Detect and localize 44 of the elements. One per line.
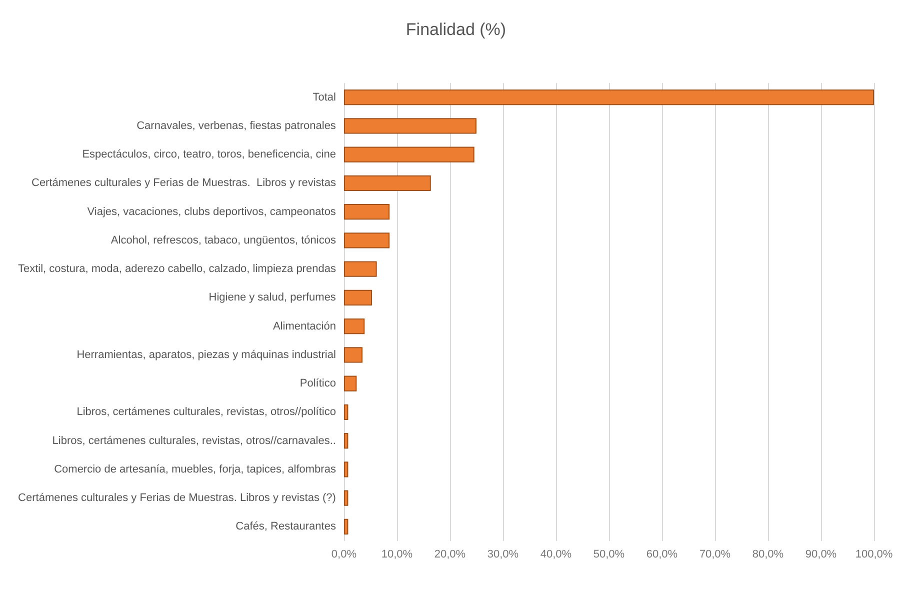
bar: [344, 518, 348, 535]
y-tick-label: Alcohol, refrescos, tabaco, ungüentos, tónicos: [110, 234, 336, 246]
y-tick-label: Cafés, Restaurantes: [236, 520, 336, 533]
bar: [344, 175, 431, 192]
chart-title: Finalidad (%): [406, 20, 506, 39]
x-tick-label: 20,0%: [434, 548, 466, 560]
bar: [344, 261, 377, 277]
bar: [344, 204, 390, 220]
x-tick-label: 0,0%: [331, 548, 357, 560]
x-tick-label: 10,0%: [381, 548, 413, 560]
y-tick-label: Carnavales, verbenas, fiestas patronales: [136, 120, 336, 132]
y-tick-label: Libros, certámenes culturales, revistas, otros//carnavales..: [52, 434, 336, 447]
bar: [344, 232, 390, 248]
x-tick-label: 70,0%: [699, 548, 731, 560]
y-tick-label: Certámenes culturales y Ferias de Muestras. Libros y revistas: [31, 177, 336, 190]
y-tick-label: Textil, costura, moda, aderezo cabello, calzado, limpieza prendas: [18, 263, 336, 276]
y-tick-label: Espectáculos, circo, teatro, toros, beneficencia, cine: [82, 148, 336, 161]
bar: [344, 146, 474, 162]
bar: [344, 376, 357, 392]
x-tick-label: 90,0%: [805, 548, 837, 560]
y-tick-label: Alimentación: [272, 320, 336, 332]
x-tick-label: 80,0%: [752, 548, 784, 560]
bar: [344, 347, 362, 363]
y-tick-label: Herramientas, aparatos, piezas y máquinas industrial: [76, 348, 336, 361]
y-tick-label: Viajes, vacaciones, clubs deportivos, campeonatos: [87, 206, 336, 218]
x-tick-label: 100,0%: [855, 548, 893, 560]
x-tick-label: 50,0%: [593, 548, 625, 560]
bar: [344, 432, 348, 449]
y-tick-label: Higiene y salud, perfumes: [208, 292, 336, 304]
y-tick-label: Libros, certámenes culturales, revistas, otros//político: [76, 406, 336, 418]
bar: [344, 89, 874, 106]
bar: [344, 318, 365, 334]
bar: [344, 290, 372, 306]
y-tick-label: Político: [300, 378, 336, 390]
x-tick-label: 40,0%: [540, 548, 572, 560]
bar: [344, 118, 476, 134]
bar: [344, 490, 348, 506]
bar: [344, 462, 348, 478]
bar: [344, 404, 348, 420]
y-tick-label: Comercio de artesanía, muebles, forja, tapices, alfombras: [54, 463, 336, 476]
y-tick-label: Total: [312, 91, 336, 104]
y-tick-label: Certámenes culturales y Ferias de Muestras. Libros y revistas (?): [18, 492, 336, 504]
x-tick-label: 30,0%: [487, 548, 519, 560]
x-tick-label: 60,0%: [646, 548, 678, 560]
